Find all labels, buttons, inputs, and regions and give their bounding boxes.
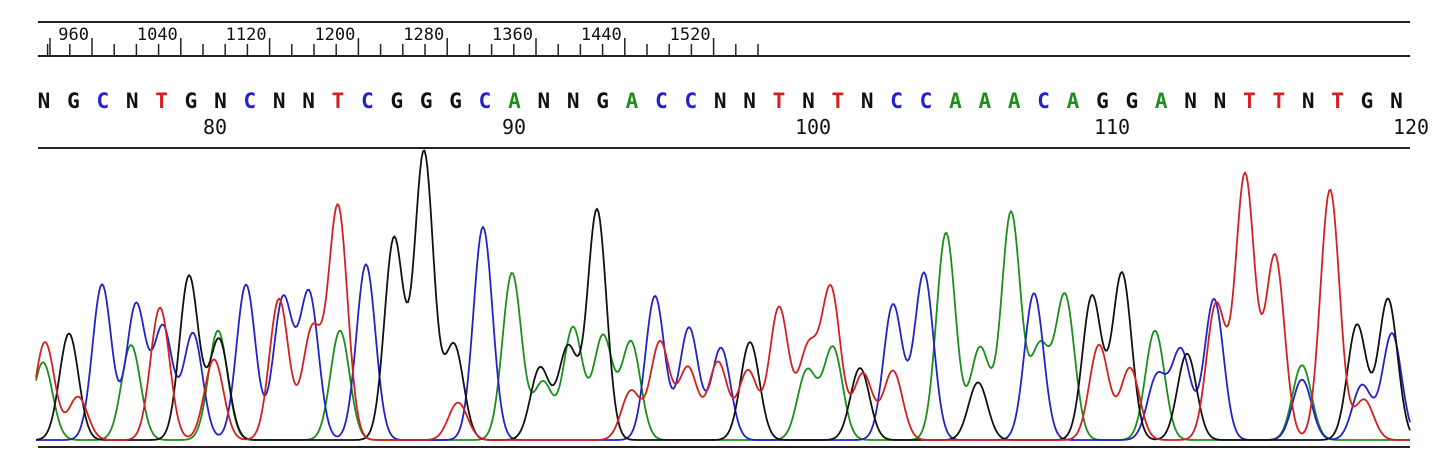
position-label: 120: [1393, 115, 1429, 139]
base-call: G: [1125, 89, 1138, 113]
base-call: T: [332, 89, 345, 113]
base-call: N: [214, 89, 227, 113]
base-call: C: [96, 89, 109, 113]
base-call: T: [831, 89, 844, 113]
scale-tick-label: 1520: [670, 25, 711, 45]
base-call: G: [1361, 89, 1374, 113]
base-call: N: [537, 89, 550, 113]
base-call: N: [1390, 89, 1403, 113]
scale-tick-label: 1200: [314, 25, 355, 45]
base-call: A: [1067, 89, 1080, 113]
trace-T: [35, 171, 1410, 441]
base-call: A: [949, 89, 962, 113]
scale-tick-label: 1120: [226, 25, 267, 45]
base-call: G: [1096, 89, 1109, 113]
base-call: N: [1302, 89, 1315, 113]
base-call: C: [479, 89, 492, 113]
base-call: N: [743, 89, 756, 113]
base-call: N: [714, 89, 727, 113]
base-call: C: [920, 89, 933, 113]
base-call: C: [361, 89, 374, 113]
trace-area: [35, 149, 1411, 441]
base-call: C: [890, 89, 903, 113]
scale-tick-label: 1440: [581, 25, 622, 45]
base-call: G: [185, 89, 198, 113]
base-call: G: [67, 89, 80, 113]
scale-tick-label: 960: [58, 25, 89, 45]
position-label: 100: [795, 115, 831, 139]
scale-tick-label: 1280: [403, 25, 444, 45]
base-call: N: [302, 89, 315, 113]
base-call: G: [596, 89, 609, 113]
base-call: A: [508, 89, 521, 113]
base-call: N: [802, 89, 815, 113]
base-call: G: [420, 89, 433, 113]
base-call: T: [773, 89, 786, 113]
base-call: N: [567, 89, 580, 113]
base-call: G: [390, 89, 403, 113]
base-call: C: [655, 89, 668, 113]
scale-tick-label: 1040: [137, 25, 178, 45]
position-label-row: 80 90 100 110 120: [203, 115, 1429, 139]
base-call: C: [1037, 89, 1050, 113]
base-call: A: [1155, 89, 1168, 113]
position-label: 90: [502, 115, 526, 139]
base-call: C: [684, 89, 697, 113]
base-call: N: [126, 89, 139, 113]
base-call: N: [1184, 89, 1197, 113]
base-call: G: [449, 89, 462, 113]
position-label: 80: [203, 115, 227, 139]
base-call: A: [626, 89, 639, 113]
base-call: N: [38, 89, 51, 113]
base-call: N: [861, 89, 874, 113]
base-call: T: [1331, 89, 1344, 113]
base-call: T: [1272, 89, 1285, 113]
position-label: 110: [1094, 115, 1130, 139]
base-call: N: [273, 89, 286, 113]
trace-A: [35, 210, 1410, 441]
base-call: C: [243, 89, 256, 113]
base-call: N: [1214, 89, 1227, 113]
scale-ruler: 960 1040 1120 1200 1280 1360 1440 1520: [38, 21, 1410, 57]
trace-G: [35, 149, 1411, 441]
base-call: T: [155, 89, 168, 113]
scale-tick-label: 1360: [492, 25, 533, 45]
trace-C: [36, 225, 1411, 441]
base-call: A: [1008, 89, 1021, 113]
base-call: T: [1243, 89, 1256, 113]
scale-ticks: 960 1040 1120 1200 1280 1360 1440 1520: [46, 25, 759, 56]
base-call: A: [978, 89, 991, 113]
